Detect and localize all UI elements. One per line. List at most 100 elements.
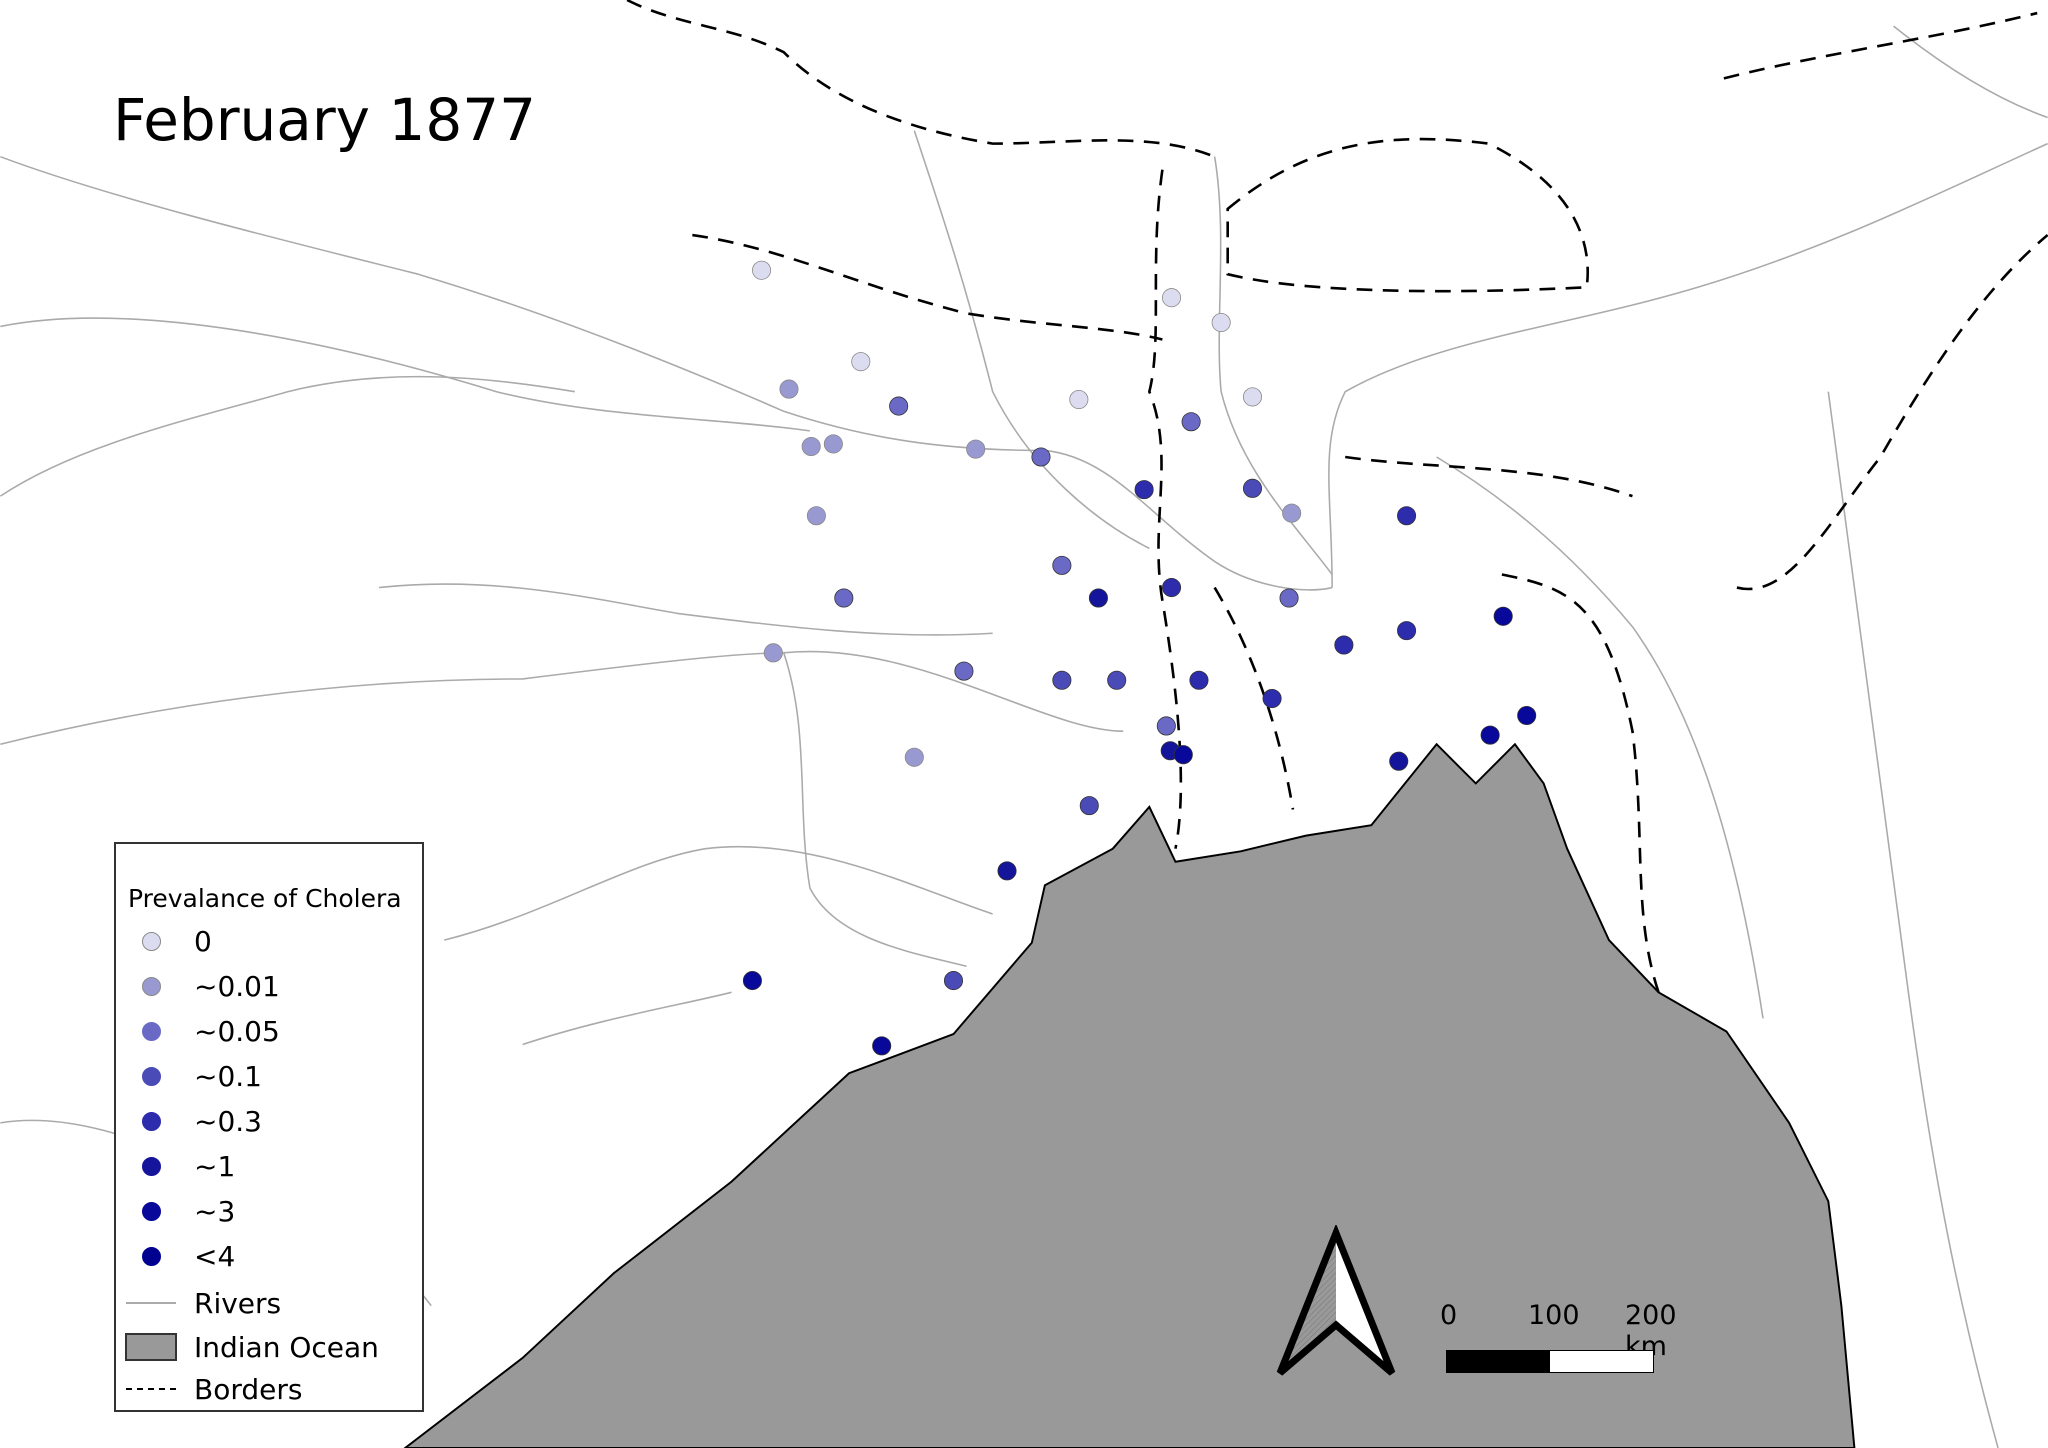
cholera-point[interactable] bbox=[1173, 745, 1193, 765]
legend-title: Prevalance of Cholera bbox=[128, 884, 402, 913]
river bbox=[1213, 156, 1333, 575]
legend-borders: Borders bbox=[116, 1372, 302, 1406]
border bbox=[1345, 455, 1633, 498]
cholera-point[interactable] bbox=[742, 971, 762, 991]
legend-rivers: Rivers bbox=[116, 1286, 281, 1320]
legend-class-item: ~0.05 bbox=[116, 1014, 280, 1048]
cholera-point[interactable] bbox=[997, 861, 1017, 881]
legend-label: ~0.05 bbox=[194, 1014, 280, 1048]
river bbox=[0, 317, 810, 432]
cholera-point[interactable] bbox=[851, 352, 871, 372]
cholera-point[interactable] bbox=[1334, 635, 1354, 655]
cholera-point[interactable] bbox=[872, 1036, 892, 1056]
circle-icon bbox=[116, 1201, 186, 1221]
cholera-point[interactable] bbox=[1162, 288, 1182, 308]
legend-label: Rivers bbox=[194, 1286, 282, 1320]
circle-icon bbox=[116, 1156, 186, 1176]
legend-label: 0 bbox=[194, 924, 212, 958]
legend-class-item: ~0.3 bbox=[116, 1104, 262, 1138]
cholera-point[interactable] bbox=[966, 439, 986, 459]
cholera-point[interactable] bbox=[823, 434, 843, 454]
cholera-point[interactable] bbox=[1242, 387, 1263, 407]
cholera-point[interactable] bbox=[1517, 705, 1537, 726]
scale-segment-black bbox=[1447, 1351, 1550, 1372]
cholera-point[interactable] bbox=[904, 747, 924, 767]
river bbox=[444, 845, 993, 941]
legend-class-item: ~0.01 bbox=[116, 969, 280, 1003]
cholera-point[interactable] bbox=[1181, 412, 1201, 432]
river bbox=[1436, 456, 1764, 1019]
cholera-point[interactable] bbox=[1211, 312, 1231, 333]
scale-label-200: 200 km bbox=[1625, 1300, 1677, 1362]
cholera-point[interactable] bbox=[806, 506, 826, 526]
border bbox=[1226, 137, 1589, 293]
cholera-point[interactable] bbox=[1088, 588, 1108, 608]
legend: Prevalance of Cholera 0 ~0.01 ~0.05 ~0.1 ~0.… bbox=[114, 842, 424, 1412]
border bbox=[1147, 169, 1183, 849]
cholera-point[interactable] bbox=[1069, 390, 1089, 410]
cholera-point[interactable] bbox=[1134, 480, 1154, 500]
cholera-point[interactable] bbox=[763, 643, 783, 663]
legend-class-item: <4 bbox=[116, 1239, 235, 1273]
river-line-icon bbox=[116, 1302, 186, 1304]
rivers-layer bbox=[0, 25, 2048, 1448]
legend-class-item: 0 bbox=[116, 924, 212, 958]
circle-icon bbox=[116, 976, 186, 996]
cholera-point[interactable] bbox=[1052, 670, 1072, 690]
cholera-point[interactable] bbox=[954, 661, 974, 681]
river bbox=[913, 130, 1150, 550]
cholera-point[interactable] bbox=[1156, 716, 1176, 736]
border bbox=[1736, 234, 2048, 591]
legend-class-item: ~1 bbox=[116, 1149, 235, 1183]
cholera-point[interactable] bbox=[834, 588, 854, 608]
circle-icon bbox=[116, 1111, 186, 1131]
circle-icon bbox=[116, 1246, 186, 1266]
cholera-point[interactable] bbox=[1052, 555, 1072, 575]
circle-icon bbox=[116, 931, 186, 951]
cholera-point[interactable] bbox=[1189, 670, 1209, 690]
north-arrow-icon bbox=[1276, 1225, 1396, 1376]
border bbox=[1213, 586, 1295, 810]
cholera-point[interactable] bbox=[943, 971, 964, 991]
dashed-line-icon bbox=[116, 1388, 186, 1390]
cholera-point[interactable] bbox=[801, 437, 821, 457]
cholera-point[interactable] bbox=[1107, 670, 1127, 690]
border bbox=[626, 0, 1216, 158]
legend-label: Borders bbox=[194, 1372, 303, 1406]
river bbox=[522, 991, 732, 1046]
legend-label: Indian Ocean bbox=[194, 1330, 379, 1364]
borders-layer bbox=[626, 0, 2048, 993]
river bbox=[1893, 25, 2048, 119]
scale-label-100: 100 bbox=[1528, 1300, 1580, 1331]
cholera-point[interactable] bbox=[1279, 588, 1299, 608]
legend-class-item: ~0.1 bbox=[116, 1059, 262, 1093]
river bbox=[783, 652, 967, 967]
cholera-point[interactable] bbox=[1397, 506, 1417, 526]
cholera-point[interactable] bbox=[1242, 478, 1263, 498]
cholera-point[interactable] bbox=[779, 379, 799, 399]
cholera-point[interactable] bbox=[1389, 751, 1409, 771]
cholera-points-layer bbox=[742, 260, 1537, 1056]
border bbox=[1723, 11, 2038, 80]
cholera-point[interactable] bbox=[752, 260, 772, 280]
cholera-point[interactable] bbox=[889, 396, 909, 416]
circle-icon bbox=[116, 1066, 186, 1086]
cholera-point[interactable] bbox=[1493, 606, 1513, 626]
cholera-point[interactable] bbox=[1480, 725, 1500, 745]
legend-ocean: Indian Ocean bbox=[116, 1330, 379, 1364]
river bbox=[0, 650, 1124, 745]
river bbox=[1328, 142, 2048, 588]
cholera-point[interactable] bbox=[1079, 796, 1099, 816]
cholera-point[interactable] bbox=[1162, 578, 1182, 598]
legend-label: <4 bbox=[194, 1239, 236, 1273]
cholera-point[interactable] bbox=[1397, 621, 1417, 641]
cholera-point[interactable] bbox=[1262, 689, 1282, 709]
cholera-point[interactable] bbox=[1031, 447, 1051, 467]
legend-label: ~0.01 bbox=[194, 969, 280, 1003]
legend-label: ~0.3 bbox=[194, 1104, 262, 1138]
ocean-swatch-icon bbox=[116, 1333, 186, 1361]
scale-label-0: 0 bbox=[1440, 1300, 1458, 1331]
indian-ocean bbox=[403, 742, 1856, 1448]
cholera-point[interactable] bbox=[1282, 503, 1302, 523]
